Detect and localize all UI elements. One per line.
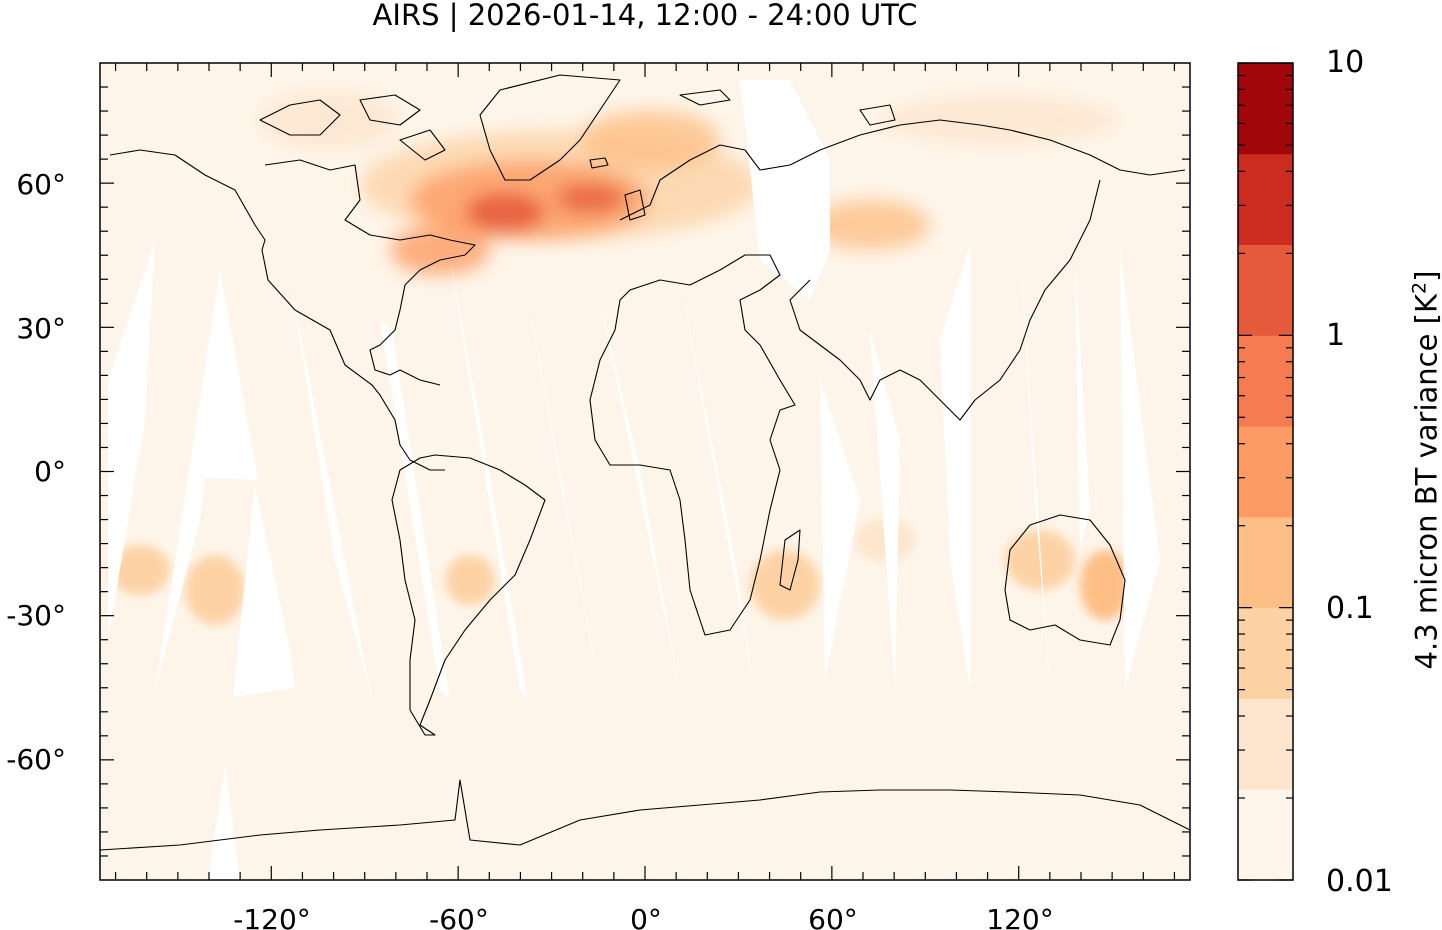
gap-6 (450, 260, 528, 700)
pacific-patch-west (110, 545, 170, 595)
norwegian-sea-patch (580, 110, 720, 170)
gap-2 (155, 270, 258, 690)
x-tick-label: 120° (986, 903, 1053, 930)
gap-7 (525, 280, 600, 690)
coast-eurasia-north (619, 119, 1186, 221)
north-atlantic-patch-core-2 (555, 183, 625, 213)
south-america-patch (445, 555, 495, 605)
colorbar-band (1238, 426, 1293, 518)
coast-australia (1004, 514, 1126, 646)
colorbar-band (1238, 789, 1293, 881)
coast-britain (624, 189, 646, 221)
coast-north-america-east (264, 159, 476, 386)
x-axis-labels: -120° -60° 0° 60° 120° (233, 903, 1054, 930)
canada-patch (260, 90, 400, 150)
colorbar-tick-label: 0.1 (1326, 591, 1374, 626)
colorbar-title-text: 4.3 micron BT variance [K (1409, 293, 1442, 670)
gap-12 (940, 245, 970, 690)
gap-16 (208, 765, 240, 880)
gap-3 (233, 485, 295, 697)
y-tick-label: 60° (16, 168, 66, 201)
coast-antarctica (100, 779, 1190, 851)
colorbar-band (1238, 335, 1293, 427)
colorbar-band (1238, 607, 1293, 699)
pacific-patch-east (185, 555, 245, 625)
gap-14 (1075, 260, 1090, 550)
coast-south-america (391, 454, 546, 736)
gap-10 (820, 380, 860, 680)
colorbar-band (1238, 244, 1293, 336)
colorbar-band (1238, 516, 1293, 609)
y-tick-label: -60° (6, 743, 66, 776)
colorbar-tick-label: 1 (1326, 318, 1345, 353)
y-tick-label: 0° (34, 455, 66, 488)
madagascar-patch (750, 550, 820, 620)
map-plot-area (100, 63, 1190, 880)
x-tick-label: -60° (429, 903, 489, 930)
minor-ticks (100, 63, 1190, 880)
australia-patch-east (1080, 550, 1130, 620)
gap-8 (600, 300, 680, 690)
colorbar-title-sup: 2 (1408, 281, 1431, 294)
colorbar-title: 4.3 micron BT variance [K2] (1409, 271, 1442, 670)
colorbar-title-end: ] (1409, 270, 1442, 282)
coastlines (100, 74, 1190, 851)
gap-1 (108, 240, 155, 640)
x-tick-label: 0° (630, 903, 662, 930)
coast-arctic-islands-east (679, 89, 896, 126)
colorbar: 10 1 0.1 0.01 (1237, 45, 1393, 899)
gap-11 (870, 330, 900, 690)
y-tick-label: 30° (16, 312, 66, 345)
colorbar-tick-label: 10 (1326, 45, 1364, 80)
colorbar-frame (1237, 62, 1294, 881)
colorbar-band (1238, 153, 1293, 246)
y-axis-labels: 60° 30° 0° -30° -60° (6, 168, 66, 776)
coast-asia-south (789, 179, 1101, 421)
variance-patches (110, 90, 1130, 625)
colorbar-band (1238, 698, 1293, 790)
coast-africa (589, 254, 796, 636)
gap-europe (740, 80, 830, 300)
north-atlantic-patch-core (465, 192, 545, 232)
gap-4 (290, 280, 372, 700)
gap-5 (380, 320, 450, 700)
x-tick-label: 60° (808, 903, 858, 930)
y-tick-label: -30° (6, 599, 66, 632)
siberia-patch (810, 200, 930, 250)
gap-13 (1020, 250, 1050, 690)
coast-north-america-west (109, 149, 445, 471)
orbit-gaps (108, 80, 1160, 880)
newfoundland-patch (390, 225, 490, 275)
coast-greenland (479, 74, 621, 181)
coast-arctic-islands (259, 94, 446, 161)
arctic-patch (880, 95, 1120, 145)
colorbar-ticks (1238, 62, 1293, 881)
colorbar-band (1238, 63, 1293, 155)
colorbar-bands (1238, 63, 1293, 881)
gap-15 (1120, 250, 1160, 690)
coast-iceland (589, 157, 609, 169)
colorbar-tick-label: 0.01 (1326, 864, 1393, 899)
map-title: AIRS | 2026-01-14, 12:00 - 24:00 UTC (372, 0, 918, 32)
coast-madagascar (779, 529, 801, 591)
gap-9 (680, 280, 752, 675)
x-tick-label: -120° (233, 903, 311, 930)
